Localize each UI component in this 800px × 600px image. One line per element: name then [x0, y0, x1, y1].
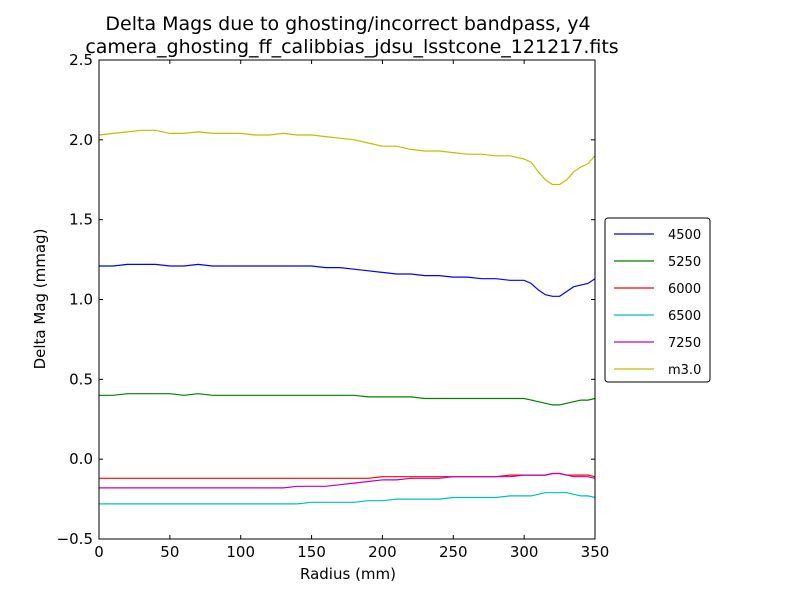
legend: 4500 5250 6000 6500 7250 m3.0 — [604, 217, 711, 383]
legend-box — [604, 217, 711, 383]
x-axis-label: Radius (mm) — [300, 565, 396, 583]
series-line-1 — [99, 393, 596, 406]
series-line-4 — [99, 472, 596, 489]
y-tick-label: 0.0 — [69, 450, 93, 468]
x-tick-label: 150 — [297, 543, 326, 561]
legend-label-5: m3.0 — [668, 363, 701, 378]
chart-title: Delta Mags due to ghosting/incorrect ban… — [105, 13, 590, 35]
chart-subtitle: camera_ghosting_ff_calibbias_jdsu_lsstco… — [85, 36, 618, 58]
y-tick-label: −0.5 — [57, 530, 93, 548]
tick-layer: 0 50 100 150 200 250 300 350 −0.5 0.0 0.5 1.0 1.5 2.0… — [57, 51, 610, 561]
legend-items: 4500 5250 6000 6500 7250 m3.0 — [614, 228, 701, 378]
legend-label-4: 7250 — [668, 336, 701, 351]
x-tick-label: 100 — [226, 543, 255, 561]
legend-label-2: 6000 — [668, 282, 701, 297]
legend-label-1: 5250 — [668, 255, 701, 270]
x-tick-label: 50 — [160, 543, 179, 561]
series-line-5 — [98, 129, 596, 186]
x-tick-label: 0 — [94, 543, 104, 561]
x-tick-label: 200 — [368, 543, 397, 561]
series-layer — [98, 129, 596, 505]
series-line-3 — [99, 492, 596, 505]
y-axis-label: Delta Mag (mmag) — [31, 229, 49, 370]
y-tick-label: 0.5 — [69, 370, 93, 388]
series-line-0 — [99, 263, 596, 297]
plot-frame — [98, 59, 596, 540]
x-tick-label: 250 — [439, 543, 468, 561]
y-tick-label: 1.5 — [69, 211, 93, 229]
y-tick-label: 2.0 — [69, 131, 93, 149]
y-tick-label: 1.0 — [69, 291, 93, 309]
x-tick-label: 350 — [581, 543, 610, 561]
legend-label-0: 4500 — [668, 228, 701, 243]
legend-label-3: 6500 — [668, 309, 701, 324]
y-tick-label: 2.5 — [69, 51, 93, 69]
x-tick-label: 300 — [510, 543, 539, 561]
